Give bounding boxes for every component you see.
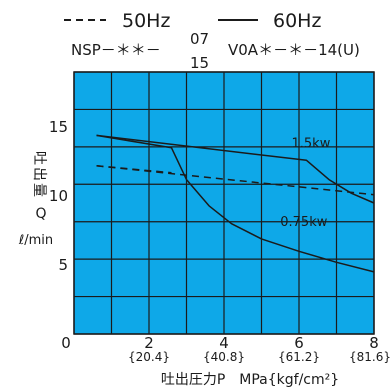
y-axis-unit: ℓ/min — [18, 233, 53, 248]
x-tick-label: 8 — [369, 334, 379, 352]
series-label: 1.5kw — [292, 136, 331, 151]
y-axis-char-2: 出 — [31, 167, 47, 181]
model-stack-bottom: 15 — [190, 54, 209, 72]
x-tick-sublabel: {40.8} — [203, 350, 245, 364]
y-tick-label: 5 — [58, 256, 68, 274]
legend: 50Hz 60Hz — [64, 10, 321, 32]
series-labels: 1.5kw 0.75kw — [280, 136, 330, 230]
series-line-dashed-3 — [96, 165, 172, 174]
x-tick-label: 4 — [219, 334, 229, 352]
series-label: 0.75kw — [280, 215, 327, 230]
x-tick-sublabel: {81.6} — [349, 350, 391, 364]
legend-label-60hz: 60Hz — [273, 10, 321, 32]
series-line-dashed-2 — [96, 165, 375, 196]
axis-ticks: 0 2{20.4} 4{40.8} 6{61.2} 8{81.6} 5 10 15 — [49, 118, 391, 364]
x-axis-title: 吐出圧力P MPa{kgf/cm²} — [161, 372, 339, 388]
model-code: NSP－＊＊－ 07 15 V0A＊－＊－14(U) — [71, 30, 360, 72]
y-tick-label: 15 — [49, 118, 68, 136]
y-axis-char-1: 吐 — [31, 151, 47, 165]
x-tick-label: 2 — [144, 334, 154, 352]
series-line-0-75kw — [96, 134, 375, 273]
model-suffix: V0A＊－＊－14(U) — [228, 41, 360, 59]
model-prefix: NSP－＊＊－ — [71, 41, 161, 59]
series-group — [96, 134, 375, 273]
y-axis-letter: Q — [35, 206, 46, 222]
series-line-1-5kw — [96, 134, 375, 204]
model-stack-top: 07 — [190, 30, 209, 48]
y-axis-char-3: 量 — [31, 183, 47, 197]
x-tick-sublabel: {61.2} — [278, 350, 320, 364]
x-tick-sublabel: {20.4} — [128, 350, 170, 364]
x-tick-label: 0 — [61, 334, 71, 352]
legend-label-50hz: 50Hz — [122, 10, 170, 32]
y-axis-title: 吐 出 量 Q ℓ/min — [18, 151, 53, 248]
y-tick-label: 10 — [49, 187, 68, 205]
x-tick-label: 6 — [294, 334, 304, 352]
